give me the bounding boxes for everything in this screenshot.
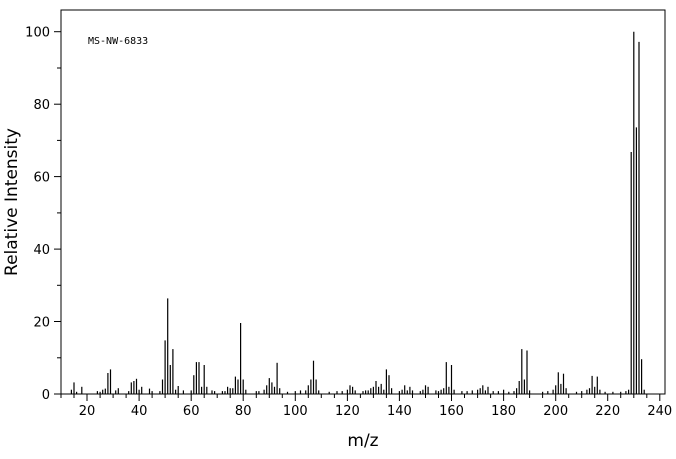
y-tick-label: 40 — [33, 243, 50, 258]
y-tick-label: 80 — [33, 98, 50, 113]
x-axis-title: m/z — [347, 431, 378, 451]
x-tick-label: 80 — [235, 404, 252, 419]
x-tick-label: 220 — [595, 404, 620, 419]
x-axis: 20 40 60 80 100 120 140 160 180 200 220 240 — [60, 394, 672, 419]
x-tick-label: 20 — [79, 404, 96, 419]
x-tick-label: 240 — [647, 404, 672, 419]
y-tick-label: 0 — [42, 388, 50, 403]
y-tick-label: 20 — [33, 316, 50, 331]
x-tick-label: 160 — [439, 404, 464, 419]
sample-id-annotation: MS-NW-6833 — [88, 36, 148, 47]
y-tick-label: 100 — [25, 26, 50, 41]
x-tick-label: 140 — [387, 404, 412, 419]
plot-frame — [60, 9, 666, 395]
peak-bars — [70, 31, 645, 394]
x-tick-label: 100 — [283, 404, 308, 419]
x-tick-label: 120 — [335, 404, 360, 419]
y-axis-title: Relative Intensity — [2, 128, 22, 276]
x-tick-label: 180 — [491, 404, 516, 419]
x-tick-label: 200 — [543, 404, 568, 419]
y-tick-label: 60 — [33, 171, 50, 186]
y-axis: 0 20 40 60 80 100 — [25, 26, 61, 403]
x-tick-label: 60 — [183, 404, 200, 419]
x-tick-label: 40 — [131, 404, 148, 419]
